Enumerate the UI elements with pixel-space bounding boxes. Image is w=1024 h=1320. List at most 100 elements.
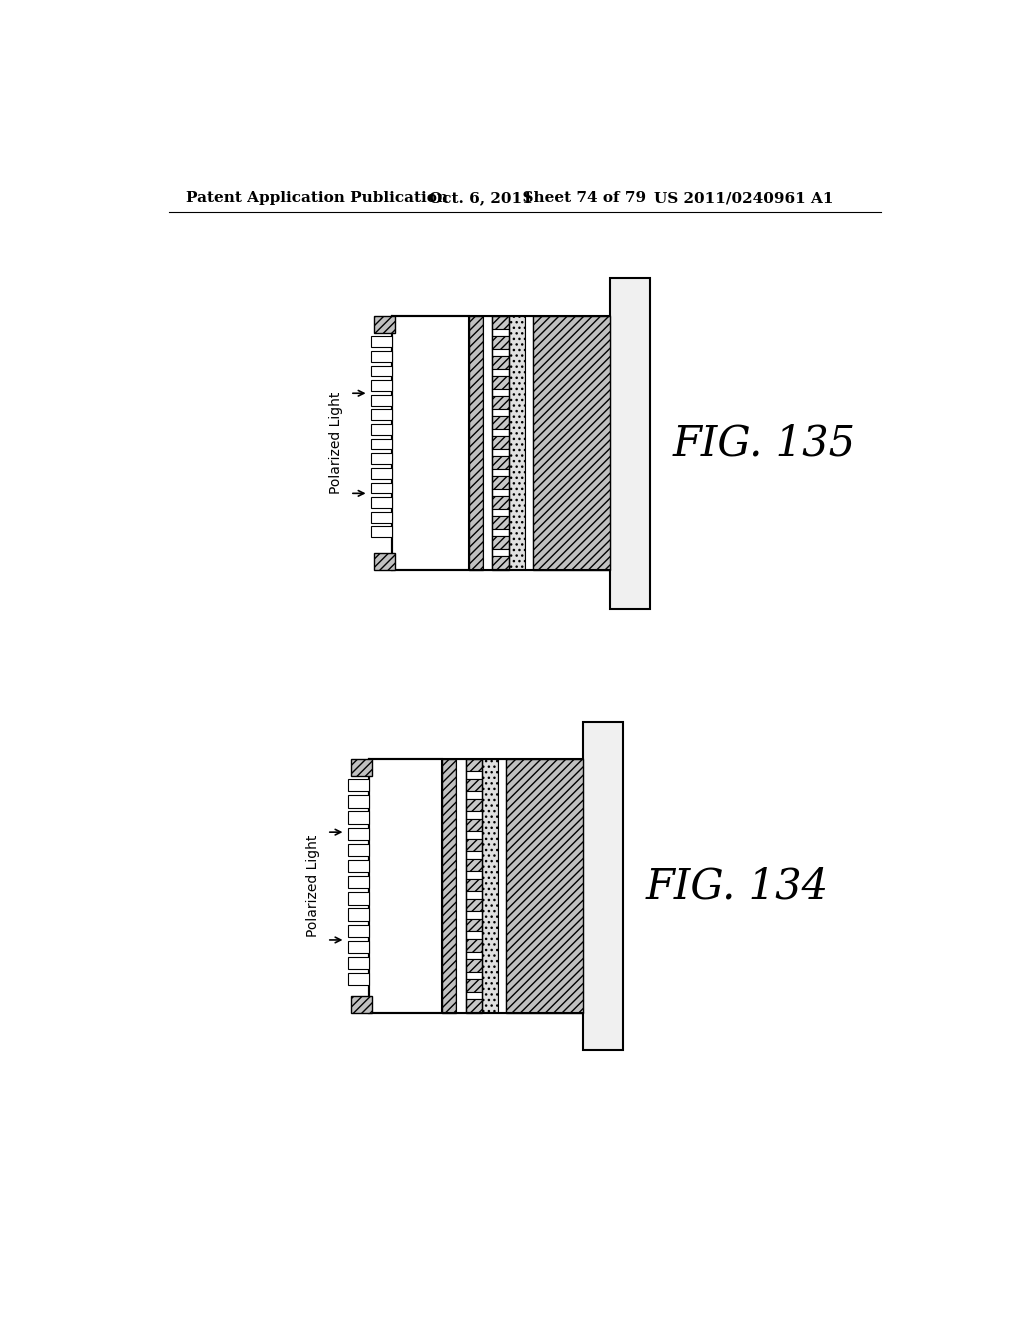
- Bar: [466, 851, 482, 859]
- Bar: [348, 941, 370, 953]
- Bar: [371, 409, 392, 420]
- Bar: [493, 557, 509, 569]
- Bar: [348, 843, 370, 857]
- Bar: [493, 529, 509, 536]
- Text: FIG. 135: FIG. 135: [673, 422, 856, 465]
- Bar: [374, 553, 395, 570]
- Bar: [493, 376, 509, 388]
- Bar: [493, 416, 509, 429]
- Bar: [348, 779, 370, 792]
- Bar: [392, 317, 469, 570]
- Bar: [371, 453, 392, 465]
- Bar: [466, 879, 482, 891]
- Bar: [469, 317, 483, 570]
- Bar: [348, 892, 370, 904]
- Bar: [493, 508, 509, 516]
- Text: Polarized Light: Polarized Light: [306, 834, 321, 937]
- Bar: [348, 924, 370, 937]
- Bar: [493, 317, 509, 570]
- Bar: [371, 469, 392, 479]
- Text: US 2011/0240961 A1: US 2011/0240961 A1: [654, 191, 834, 206]
- Bar: [493, 356, 509, 368]
- Bar: [506, 759, 583, 1014]
- Bar: [466, 818, 482, 832]
- Bar: [493, 368, 509, 376]
- Bar: [371, 424, 392, 434]
- Bar: [466, 812, 482, 818]
- Bar: [466, 779, 482, 792]
- Bar: [371, 351, 392, 362]
- Bar: [466, 899, 482, 911]
- Bar: [493, 348, 509, 356]
- Bar: [466, 759, 482, 1014]
- Bar: [493, 469, 509, 477]
- Bar: [609, 277, 649, 609]
- Text: Patent Application Publication: Patent Application Publication: [186, 191, 449, 206]
- Bar: [466, 859, 482, 871]
- Bar: [466, 771, 482, 779]
- Bar: [493, 329, 509, 337]
- Bar: [493, 396, 509, 409]
- Text: Oct. 6, 2011: Oct. 6, 2011: [429, 191, 534, 206]
- Bar: [371, 395, 392, 405]
- Bar: [371, 337, 392, 347]
- Bar: [457, 759, 466, 1014]
- Bar: [348, 859, 370, 873]
- Bar: [442, 759, 457, 1014]
- Bar: [371, 527, 392, 537]
- Bar: [348, 812, 370, 824]
- Bar: [493, 337, 509, 348]
- Bar: [583, 722, 623, 1051]
- Bar: [466, 832, 482, 840]
- Bar: [493, 317, 509, 329]
- Bar: [493, 388, 509, 396]
- Bar: [466, 891, 482, 899]
- Bar: [348, 795, 370, 808]
- Bar: [466, 991, 482, 999]
- Bar: [348, 957, 370, 969]
- Bar: [493, 437, 509, 449]
- Bar: [348, 876, 370, 888]
- Bar: [493, 536, 509, 549]
- Bar: [351, 997, 373, 1014]
- Bar: [371, 512, 392, 523]
- Bar: [493, 488, 509, 496]
- Bar: [493, 457, 509, 469]
- Bar: [493, 516, 509, 529]
- Bar: [351, 759, 373, 776]
- Bar: [466, 979, 482, 991]
- Bar: [493, 549, 509, 557]
- Text: Sheet 74 of 79: Sheet 74 of 79: [512, 191, 646, 206]
- Bar: [466, 919, 482, 932]
- Bar: [466, 799, 482, 812]
- Bar: [509, 317, 525, 570]
- Text: FIG. 134: FIG. 134: [646, 865, 828, 907]
- Bar: [482, 759, 498, 1014]
- Bar: [466, 960, 482, 972]
- Bar: [466, 999, 482, 1011]
- Text: Polarized Light: Polarized Light: [329, 392, 343, 495]
- Bar: [466, 972, 482, 979]
- Bar: [466, 840, 482, 851]
- Bar: [493, 409, 509, 416]
- Bar: [371, 498, 392, 508]
- Bar: [483, 317, 493, 570]
- Bar: [466, 792, 482, 799]
- Bar: [466, 932, 482, 940]
- Bar: [371, 483, 392, 494]
- Bar: [466, 871, 482, 879]
- Bar: [493, 477, 509, 488]
- Bar: [371, 366, 392, 376]
- Bar: [524, 317, 532, 570]
- Bar: [493, 429, 509, 437]
- Bar: [466, 940, 482, 952]
- Bar: [371, 438, 392, 449]
- Bar: [493, 449, 509, 457]
- Bar: [466, 759, 482, 771]
- Bar: [348, 908, 370, 921]
- Bar: [466, 911, 482, 919]
- Bar: [498, 759, 506, 1014]
- Bar: [370, 759, 442, 1014]
- Bar: [532, 317, 609, 570]
- Bar: [348, 828, 370, 840]
